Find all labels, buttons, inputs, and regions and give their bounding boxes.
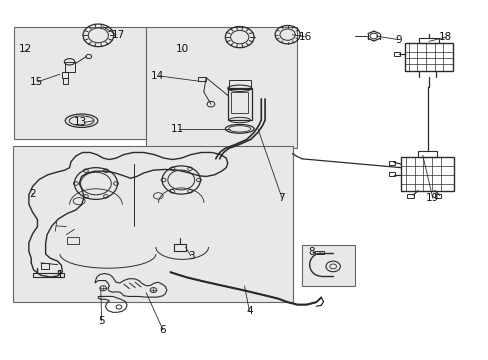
Text: 10: 10 bbox=[175, 45, 188, 54]
Text: 6: 6 bbox=[160, 325, 166, 335]
Bar bbox=[419, 38, 438, 43]
Text: 4: 4 bbox=[245, 306, 252, 315]
Text: 9: 9 bbox=[395, 35, 401, 45]
Bar bbox=[13, 147, 292, 302]
Bar bbox=[434, 194, 441, 198]
Text: 14: 14 bbox=[150, 71, 163, 81]
Text: 5: 5 bbox=[98, 316, 105, 326]
Bar bbox=[407, 194, 413, 198]
Text: 8: 8 bbox=[307, 247, 314, 257]
Bar bbox=[146, 27, 297, 148]
Bar bbox=[394, 51, 400, 56]
Text: 1: 1 bbox=[57, 270, 63, 280]
Text: 18: 18 bbox=[438, 32, 451, 42]
Bar bbox=[231, 92, 248, 113]
Bar bbox=[400, 157, 453, 190]
Bar bbox=[314, 251, 323, 254]
Text: 15: 15 bbox=[29, 77, 42, 87]
Bar bbox=[417, 151, 436, 157]
Bar bbox=[64, 62, 75, 72]
Bar bbox=[62, 72, 68, 78]
Text: 2: 2 bbox=[29, 189, 36, 199]
Bar bbox=[388, 172, 394, 176]
Bar bbox=[41, 262, 49, 269]
Bar bbox=[388, 161, 394, 165]
Bar bbox=[67, 237, 79, 243]
Bar bbox=[63, 78, 68, 84]
Text: 3: 3 bbox=[188, 251, 195, 261]
Bar bbox=[404, 43, 452, 71]
Bar bbox=[15, 27, 146, 139]
Bar bbox=[33, 273, 64, 277]
Bar bbox=[228, 80, 250, 89]
Bar bbox=[302, 245, 354, 286]
Text: 13: 13 bbox=[74, 117, 87, 127]
Text: 7: 7 bbox=[278, 193, 285, 203]
Text: 16: 16 bbox=[299, 32, 312, 42]
Bar bbox=[227, 88, 251, 120]
Bar bbox=[197, 77, 206, 81]
Text: 12: 12 bbox=[19, 45, 32, 54]
Text: 19: 19 bbox=[426, 193, 439, 203]
Text: 17: 17 bbox=[111, 30, 124, 40]
Bar bbox=[174, 244, 185, 251]
Text: 11: 11 bbox=[170, 124, 183, 134]
